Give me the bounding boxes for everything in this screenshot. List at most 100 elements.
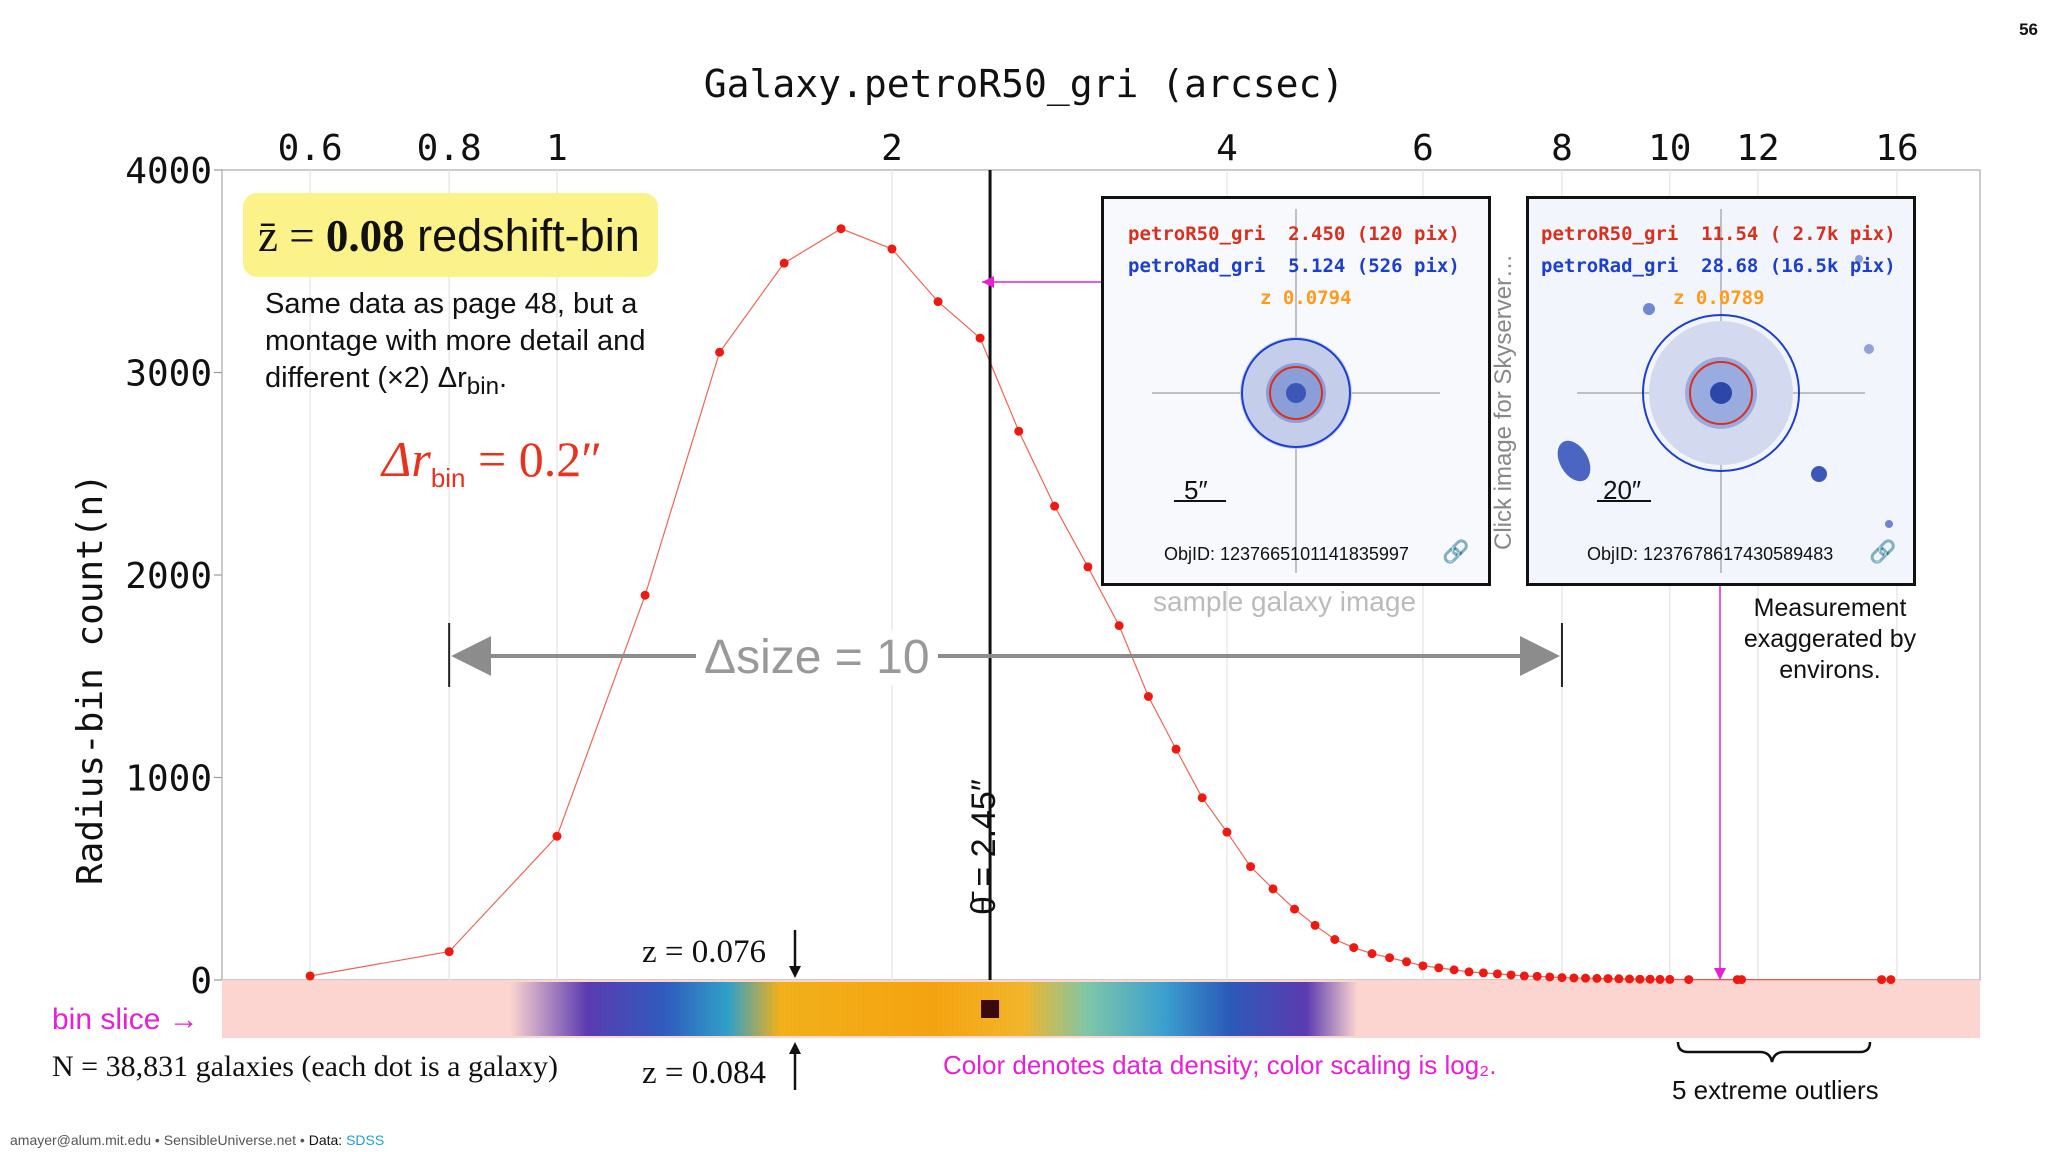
card2-petroR50-value: 11.54 ( 2.7k pix): [1701, 223, 1896, 245]
data-point: [1592, 973, 1602, 983]
data-point: [1684, 975, 1694, 985]
data-point: [1143, 692, 1153, 701]
footer-data-label: Data:: [308, 1132, 343, 1148]
data-point: [1557, 973, 1567, 983]
data-point: [1886, 975, 1896, 985]
measurement-note: Measurement exaggerated by environs.: [1743, 594, 1917, 684]
delta-size-label: Δsize = 10: [696, 630, 938, 685]
data-point: [836, 224, 846, 234]
footer-site[interactable]: SensibleUniverse.net: [163, 1132, 297, 1148]
x-tick-label: 0.6: [278, 128, 343, 169]
data-point: [1506, 970, 1516, 980]
y-tick-label: 2000: [125, 556, 212, 597]
bin-slice-label: bin slice →: [52, 1003, 199, 1036]
data-point: [640, 590, 650, 600]
data-point: [1665, 974, 1675, 984]
card2-petroR50-name: petroR50_gri: [1541, 223, 1679, 245]
footer-source-link[interactable]: SDSS: [346, 1132, 385, 1148]
data-point: [1246, 862, 1256, 872]
z-bottom-arrow-head: [789, 1042, 801, 1054]
data-point: [1418, 961, 1428, 971]
data-point: [1569, 973, 1579, 983]
data-point: [1349, 943, 1359, 953]
data-point: [444, 947, 454, 957]
data-point: [1877, 975, 1887, 985]
data-point: [1171, 744, 1181, 754]
data-point: [1197, 793, 1207, 803]
x-tick-label: 12: [1736, 128, 1779, 169]
y-tick-label: 0: [190, 961, 212, 1002]
zbar-symbol: z̄ =: [258, 211, 326, 261]
montage-description: Same data as page 48, but a montage with…: [265, 288, 646, 400]
data-point: [975, 333, 985, 343]
data-point: [1310, 920, 1320, 930]
card1-petroR50-value: 2.450 (120 pix): [1288, 223, 1460, 245]
card1-scale-label: 5″: [1184, 475, 1208, 505]
card1-z-name: z: [1260, 287, 1272, 309]
data-point: [1645, 974, 1655, 984]
data-point: [305, 971, 315, 981]
data-point: [1519, 971, 1529, 981]
card1-connector-head: [982, 276, 994, 288]
y-axis-title: Radius-bin count(n): [70, 473, 111, 885]
outliers-brace: [1676, 1041, 1872, 1063]
data-point: [1222, 827, 1232, 837]
card2-z-name: z: [1673, 287, 1685, 309]
card1-petroRad-value: 5.124 (526 pix): [1288, 255, 1460, 277]
card1-objid: ObjID: 1237665101141835997: [1164, 544, 1409, 564]
redshift-bin-title: z̄ = 0.08 redshift-bin: [258, 210, 640, 262]
data-point: [1449, 965, 1459, 975]
x-tick-label: 10: [1648, 128, 1691, 169]
card2-scale-label: 20″: [1603, 475, 1642, 505]
bin-slice-band: [222, 980, 1980, 1038]
footer-credits: amayer@alum.mit.edu • SensibleUniverse.n…: [10, 1132, 385, 1148]
data-point: [1532, 971, 1542, 981]
data-point: [1367, 949, 1377, 959]
extreme-outliers-label: 5 extreme outliers: [1672, 1075, 1879, 1105]
galaxy-count-label: N = 38,831 galaxies (each dot is a galax…: [52, 1050, 558, 1083]
card2-objid: ObjID: 1237678617430589483: [1587, 544, 1834, 564]
data-point: [1330, 935, 1340, 944]
zbar-value: 0.08: [325, 211, 405, 261]
galaxy-image-card-1[interactable]: petroR50_gri 2.450 (120 pix) petroRad_gr…: [1101, 196, 1491, 586]
x-tick-label: 6: [1412, 128, 1434, 169]
card1-petroRad-name: petroRad_gri: [1128, 255, 1266, 277]
card2-z-value: 0.0789: [1695, 287, 1765, 309]
data-point: [1290, 904, 1300, 914]
data-point: [933, 297, 943, 307]
z-top-arrow-head: [789, 966, 801, 978]
galaxy-image-card-2[interactable]: petroR50_gri 11.54 ( 2.7k pix) petroRad_…: [1526, 196, 1916, 586]
card2-petroRad-value: 28.68 (16.5k pix): [1701, 255, 1896, 277]
data-point: [1385, 953, 1395, 963]
top-axis-title: Galaxy.petroR50_gri (arcsec): [703, 62, 1345, 106]
y-tick-label: 4000: [125, 151, 212, 192]
link-icon[interactable]: 🔗: [1869, 539, 1897, 564]
y-tick-label: 1000: [125, 759, 212, 800]
data-point: [1614, 974, 1624, 984]
data-point: [887, 244, 897, 254]
card1-petroR50-name: petroR50_gri: [1128, 223, 1266, 245]
x-tick-label: 0.8: [417, 128, 482, 169]
data-point: [1464, 967, 1474, 977]
data-point: [1478, 968, 1488, 978]
delta-r-bin-label: Δrbin = 0.2″: [382, 431, 603, 493]
x-tick-label: 1: [546, 128, 568, 169]
data-point: [1492, 969, 1502, 979]
top-x-tick-labels: 0.6 0.8 1 2 4 6 8 10 12 16: [278, 128, 1919, 169]
card2-connector-head: [1714, 968, 1726, 980]
galaxy-image-2: [1529, 199, 1913, 583]
link-icon[interactable]: 🔗: [1442, 539, 1470, 564]
galaxy-image-1: [1104, 199, 1488, 583]
data-point: [1083, 562, 1093, 572]
redshift-note-box: [243, 193, 658, 277]
data-point: [1402, 957, 1412, 967]
footer-email[interactable]: amayer@alum.mit.edu: [10, 1132, 152, 1148]
x-tick-label: 4: [1216, 128, 1238, 169]
data-point: [552, 831, 562, 841]
page-number: 56: [2019, 20, 2038, 39]
x-tick-label: 2: [881, 128, 903, 169]
data-point: [1655, 974, 1665, 984]
data-point: [1434, 963, 1444, 973]
z-top-label: z = 0.076: [642, 934, 767, 970]
